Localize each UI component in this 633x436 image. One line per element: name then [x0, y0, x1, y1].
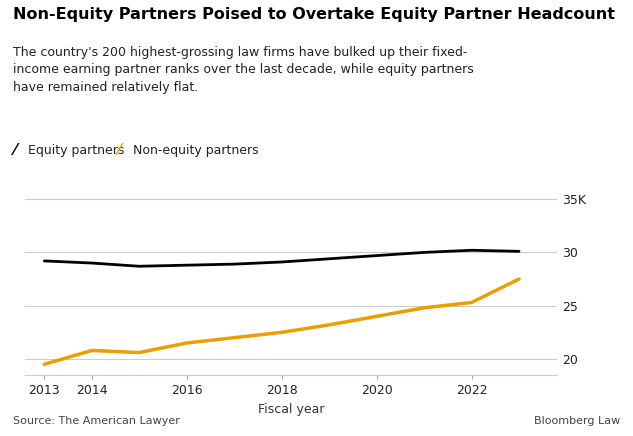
Text: The country's 200 highest-grossing law firms have bulked up their fixed-
income : The country's 200 highest-grossing law f… [13, 46, 473, 94]
Text: ⁄: ⁄ [117, 143, 120, 158]
Text: ⁄: ⁄ [13, 143, 15, 158]
Text: Non-Equity Partners Poised to Overtake Equity Partner Headcount: Non-Equity Partners Poised to Overtake E… [13, 7, 615, 21]
Text: Non-equity partners: Non-equity partners [133, 144, 258, 157]
Text: Bloomberg Law: Bloomberg Law [534, 416, 620, 426]
Text: Equity partners: Equity partners [28, 144, 125, 157]
X-axis label: Fiscal year: Fiscal year [258, 402, 325, 416]
Text: Source: The American Lawyer: Source: The American Lawyer [13, 416, 180, 426]
